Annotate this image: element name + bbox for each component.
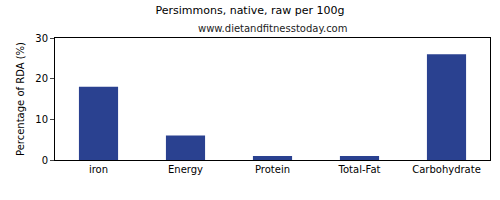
svg-text:Carbohydrate: Carbohydrate	[412, 164, 481, 175]
svg-text:Protein: Protein	[255, 164, 290, 175]
svg-text:www.dietandfitnesstoday.com: www.dietandfitnesstoday.com	[198, 23, 347, 34]
svg-text:20: 20	[35, 73, 48, 84]
svg-text:30: 30	[35, 33, 48, 44]
svg-text:Persimmons, native, raw per 10: Persimmons, native, raw per 100g	[155, 4, 344, 17]
svg-text:Energy: Energy	[168, 164, 203, 175]
svg-text:Total-Fat: Total-Fat	[338, 164, 381, 175]
svg-text:0: 0	[42, 155, 48, 166]
svg-text:Percentage of RDA (%): Percentage of RDA (%)	[15, 42, 26, 156]
svg-text:10: 10	[35, 114, 48, 125]
svg-text:iron: iron	[89, 164, 108, 175]
